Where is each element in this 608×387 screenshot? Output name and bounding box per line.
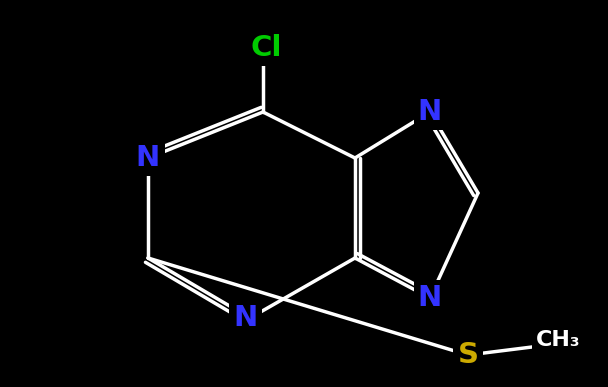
Text: N: N bbox=[233, 304, 257, 332]
Text: N: N bbox=[418, 284, 442, 312]
Text: CH₃: CH₃ bbox=[536, 330, 580, 350]
Text: Cl: Cl bbox=[250, 34, 282, 62]
Text: N: N bbox=[136, 144, 160, 172]
Text: N: N bbox=[418, 98, 442, 126]
Text: S: S bbox=[457, 341, 478, 369]
